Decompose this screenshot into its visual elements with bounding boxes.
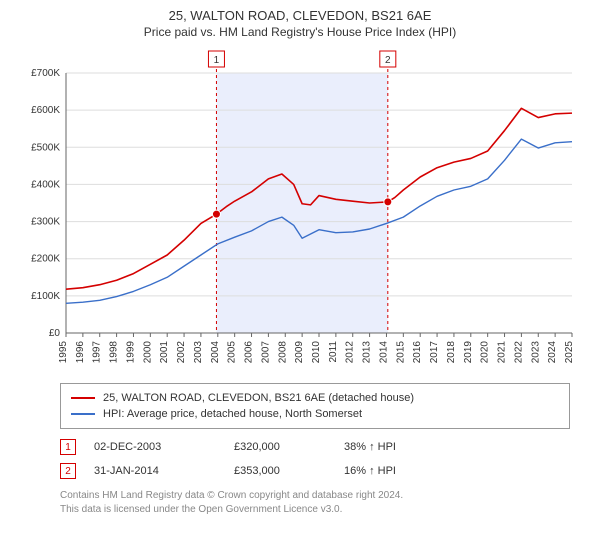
legend-label: HPI: Average price, detached house, Nort… xyxy=(103,408,362,420)
svg-text:2021: 2021 xyxy=(497,341,508,364)
svg-text:2006: 2006 xyxy=(244,341,255,364)
chart-area: £0 £100K £200K £300K £400K £500K £600K £700K 199… xyxy=(20,47,580,377)
chart-subtitle: Price paid vs. HM Land Registry's House … xyxy=(0,23,600,39)
svg-text:2014: 2014 xyxy=(378,341,389,364)
sale-date: 31-JAN-2014 xyxy=(94,465,234,477)
svg-text:1999: 1999 xyxy=(125,341,136,364)
sale-price: £353,000 xyxy=(234,465,344,477)
svg-text:1997: 1997 xyxy=(92,341,103,364)
legend-row: HPI: Average price, detached house, Nort… xyxy=(71,406,559,422)
svg-text:2000: 2000 xyxy=(142,341,153,364)
footer-line: This data is licensed under the Open Gov… xyxy=(60,503,570,517)
svg-text:2017: 2017 xyxy=(429,341,440,364)
svg-text:2002: 2002 xyxy=(176,341,187,364)
svg-text:2004: 2004 xyxy=(210,341,221,364)
svg-text:£0: £0 xyxy=(49,328,61,339)
svg-text:2013: 2013 xyxy=(362,341,373,364)
svg-text:1998: 1998 xyxy=(109,341,120,364)
svg-text:2016: 2016 xyxy=(412,341,423,364)
legend-label: 25, WALTON ROAD, CLEVEDON, BS21 6AE (det… xyxy=(103,392,414,404)
sale-marker-icon: 2 xyxy=(60,463,76,479)
svg-text:2003: 2003 xyxy=(193,341,204,364)
svg-text:2022: 2022 xyxy=(513,341,524,364)
svg-text:2001: 2001 xyxy=(159,341,170,364)
footer-line: Contains HM Land Registry data © Crown c… xyxy=(60,489,570,503)
svg-text:2019: 2019 xyxy=(463,341,474,364)
svg-text:2012: 2012 xyxy=(345,341,356,364)
svg-text:£300K: £300K xyxy=(31,217,60,228)
svg-text:2007: 2007 xyxy=(260,341,271,364)
footer-attribution: Contains HM Land Registry data © Crown c… xyxy=(60,489,570,516)
sale-row: 1 02-DEC-2003 £320,000 38% ↑ HPI xyxy=(60,435,570,459)
svg-text:£600K: £600K xyxy=(31,105,60,116)
sale-price: £320,000 xyxy=(234,441,344,453)
sale-marker-icon: 1 xyxy=(60,439,76,455)
svg-text:1: 1 xyxy=(214,55,220,66)
svg-text:£200K: £200K xyxy=(31,254,60,265)
svg-text:£400K: £400K xyxy=(31,179,60,190)
svg-text:2: 2 xyxy=(385,55,391,66)
svg-text:£500K: £500K xyxy=(31,142,60,153)
svg-text:2023: 2023 xyxy=(530,341,541,364)
line-chart-svg: £0 £100K £200K £300K £400K £500K £600K £700K 199… xyxy=(20,47,580,377)
svg-text:2015: 2015 xyxy=(395,341,406,364)
svg-text:2008: 2008 xyxy=(277,341,288,364)
svg-text:1996: 1996 xyxy=(75,341,86,364)
svg-text:2024: 2024 xyxy=(547,341,558,364)
sale-row: 2 31-JAN-2014 £353,000 16% ↑ HPI xyxy=(60,459,570,483)
legend: 25, WALTON ROAD, CLEVEDON, BS21 6AE (det… xyxy=(60,383,570,429)
legend-swatch xyxy=(71,413,95,415)
legend-row: 25, WALTON ROAD, CLEVEDON, BS21 6AE (det… xyxy=(71,390,559,406)
svg-text:2018: 2018 xyxy=(446,341,457,364)
svg-text:2010: 2010 xyxy=(311,341,322,364)
svg-text:2005: 2005 xyxy=(227,341,238,364)
svg-text:2025: 2025 xyxy=(564,341,575,364)
sale-hpi-delta: 38% ↑ HPI xyxy=(344,441,454,453)
sale-date: 02-DEC-2003 xyxy=(94,441,234,453)
svg-text:2009: 2009 xyxy=(294,341,305,364)
svg-text:2020: 2020 xyxy=(480,341,491,364)
svg-text:£100K: £100K xyxy=(31,291,60,302)
sale-hpi-delta: 16% ↑ HPI xyxy=(344,465,454,477)
svg-text:1995: 1995 xyxy=(58,341,69,364)
chart-title-address: 25, WALTON ROAD, CLEVEDON, BS21 6AE xyxy=(0,8,600,23)
svg-text:2011: 2011 xyxy=(328,341,339,363)
sales-table: 1 02-DEC-2003 £320,000 38% ↑ HPI 2 31-JA… xyxy=(60,435,570,483)
svg-text:£700K: £700K xyxy=(31,68,60,79)
legend-swatch xyxy=(71,397,95,399)
